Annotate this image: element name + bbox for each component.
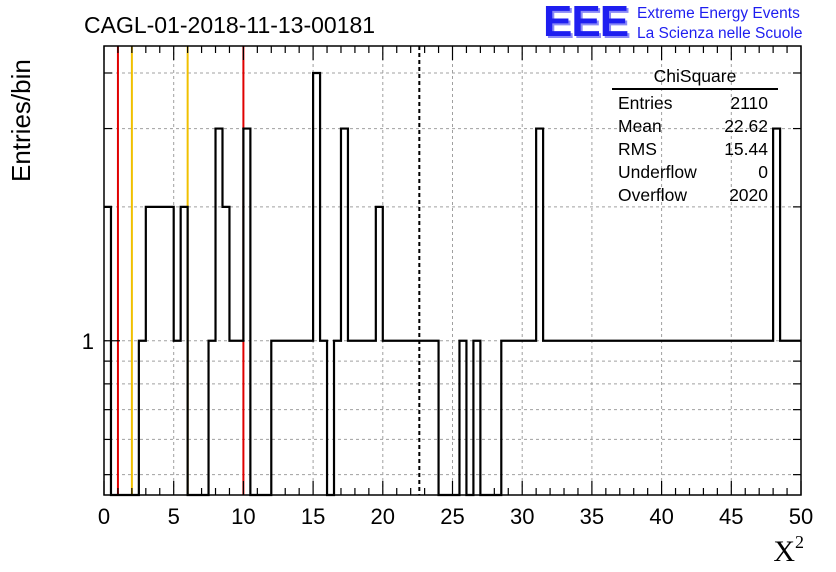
x-tick-label: 45 xyxy=(719,504,743,529)
stats-box: ChiSquare Entries 2110 Mean 22.62 RMS 15.44 Un… xyxy=(612,66,778,207)
stats-label: RMS xyxy=(618,139,657,159)
x-tick-label: 50 xyxy=(789,504,813,529)
stats-row: RMS 15.44 xyxy=(612,138,778,161)
stats-value: 2110 xyxy=(730,93,768,113)
x-tick-label: 10 xyxy=(231,504,255,529)
x-tick-label: 40 xyxy=(649,504,673,529)
x-tick-label: 25 xyxy=(440,504,464,529)
stats-value: 22.62 xyxy=(724,116,768,136)
stats-row: Entries 2110 xyxy=(612,92,778,115)
stats-title: ChiSquare xyxy=(612,66,778,90)
stats-value: 15.44 xyxy=(724,139,768,159)
stats-value: 2020 xyxy=(729,185,768,205)
stats-rows: Entries 2110 Mean 22.62 RMS 15.44 Underflow 0 Ov… xyxy=(612,92,778,207)
x-tick-label: 20 xyxy=(371,504,395,529)
eee-logo-mark: EEE xyxy=(543,0,629,46)
stats-row: Underflow 0 xyxy=(612,161,778,184)
logo-line-1: Extreme Energy Events xyxy=(637,5,800,22)
stats-label: Mean xyxy=(618,116,662,136)
stats-label: Overflow xyxy=(618,185,688,205)
x-tick-label: 5 xyxy=(168,504,180,529)
eee-logo-text: Extreme Energy Events La Scienza nelle S… xyxy=(637,4,802,44)
y-axis-label: Entries/bin xyxy=(6,59,36,182)
axis-ticks xyxy=(103,46,802,495)
stats-value: 0 xyxy=(758,162,768,182)
y-tick-label: 1 xyxy=(82,329,94,354)
stats-label: Underflow xyxy=(618,162,697,182)
x-axis-label: X2 xyxy=(773,532,804,569)
logo-line-2: La Scienza nelle Scuole xyxy=(637,25,803,42)
x-axis-label-base: X xyxy=(773,535,795,568)
tick-labels: 0 5 10 15 20 25 30 35 40 45 50 1 xyxy=(82,329,813,529)
x-tick-label: 35 xyxy=(580,504,604,529)
stats-label: Entries xyxy=(618,93,673,113)
x-tick-label: 15 xyxy=(301,504,325,529)
chart-title: CAGL-01-2018-11-13-00181 xyxy=(84,12,376,38)
x-tick-label: 30 xyxy=(510,504,534,529)
stats-row: Overflow 2020 xyxy=(612,184,778,207)
x-axis-label-sup: 2 xyxy=(795,532,804,552)
histogram-line xyxy=(104,71,801,497)
marker-lines xyxy=(116,46,421,495)
stats-row: Mean 22.62 xyxy=(612,115,778,138)
x-tick-label: 0 xyxy=(98,504,110,529)
histogram-series xyxy=(104,71,801,497)
